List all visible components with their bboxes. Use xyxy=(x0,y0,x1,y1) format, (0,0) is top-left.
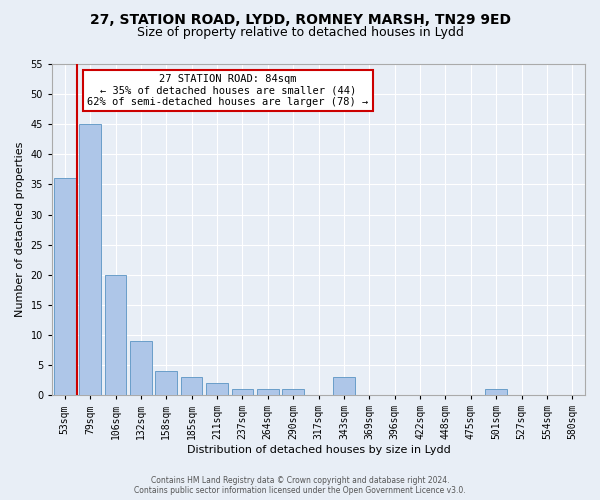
Bar xyxy=(155,371,177,395)
Bar xyxy=(105,274,127,395)
X-axis label: Distribution of detached houses by size in Lydd: Distribution of detached houses by size … xyxy=(187,445,451,455)
Bar xyxy=(257,389,278,395)
Bar xyxy=(485,389,507,395)
Bar xyxy=(130,341,152,395)
Text: Contains HM Land Registry data © Crown copyright and database right 2024.
Contai: Contains HM Land Registry data © Crown c… xyxy=(134,476,466,495)
Text: 27 STATION ROAD: 84sqm
← 35% of detached houses are smaller (44)
62% of semi-det: 27 STATION ROAD: 84sqm ← 35% of detached… xyxy=(88,74,368,107)
Bar xyxy=(333,377,355,395)
Bar xyxy=(54,178,76,395)
Bar xyxy=(181,377,202,395)
Bar xyxy=(283,389,304,395)
Text: Size of property relative to detached houses in Lydd: Size of property relative to detached ho… xyxy=(137,26,463,39)
Bar xyxy=(79,124,101,395)
Y-axis label: Number of detached properties: Number of detached properties xyxy=(15,142,25,318)
Bar xyxy=(232,389,253,395)
Text: 27, STATION ROAD, LYDD, ROMNEY MARSH, TN29 9ED: 27, STATION ROAD, LYDD, ROMNEY MARSH, TN… xyxy=(89,12,511,26)
Bar xyxy=(206,383,228,395)
